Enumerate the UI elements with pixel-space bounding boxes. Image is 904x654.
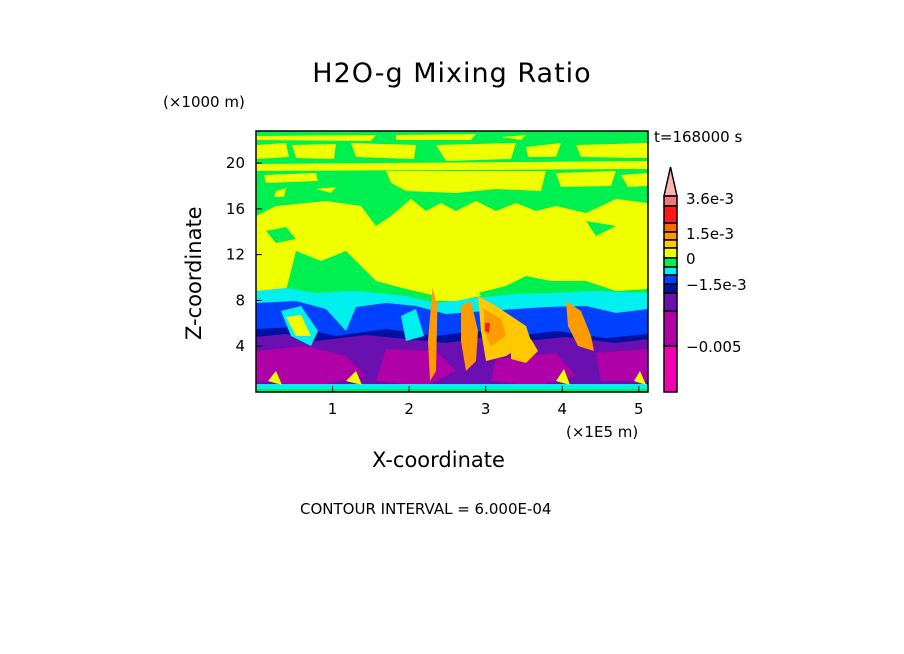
x-tick-label: 3 <box>481 400 491 418</box>
colorbar-label: 3.6e-3 <box>686 190 734 208</box>
x-tick-label: 1 <box>328 400 338 418</box>
colorbar-segment <box>663 247 678 259</box>
time-label: t=168000 s <box>654 128 743 146</box>
colorbar-segment <box>663 195 678 207</box>
x-tick-label: 5 <box>634 400 644 418</box>
chart-title: H2O-g Mixing Ratio <box>312 58 592 89</box>
x-axis-unit: (×1E5 m) <box>566 423 639 441</box>
colorbar-label: 0 <box>686 250 696 268</box>
colorbar-segment <box>663 274 678 285</box>
colorbar-segment <box>663 239 678 249</box>
colorbar-segment <box>663 345 678 393</box>
colorbar-segment <box>663 283 678 294</box>
colorbar-arrow <box>663 166 678 197</box>
x-axis-label: X-coordinate <box>372 448 505 472</box>
plot-frame <box>255 130 649 393</box>
colorbar-segment <box>663 222 678 233</box>
colorbar-segment <box>663 257 678 268</box>
y-tick-label: 12 <box>226 246 245 264</box>
colorbar-label: −1.5e-3 <box>686 276 747 294</box>
y-axis-unit: (×1000 m) <box>163 93 245 111</box>
colorbar-segment <box>663 266 678 276</box>
colorbar-segment <box>663 205 678 224</box>
y-tick-label: 16 <box>226 200 245 218</box>
y-tick-label: 20 <box>226 154 245 172</box>
colorbar: 3.6e-3 1.5e-3 0 −1.5e-3 −0.005 <box>663 166 747 393</box>
colorbar-label: −0.005 <box>686 338 742 356</box>
colorbar-segment <box>663 231 678 241</box>
colorbar-segment <box>663 310 678 347</box>
contour-field <box>256 131 648 392</box>
colorbar-label: 1.5e-3 <box>686 225 734 243</box>
x-tick-label: 4 <box>557 400 567 418</box>
contour-interval-label: CONTOUR INTERVAL = 6.000E-04 <box>300 500 552 518</box>
x-tick-label: 2 <box>404 400 414 418</box>
y-tick-label: 8 <box>235 291 245 309</box>
y-tick-label: 4 <box>235 337 245 355</box>
colorbar-segment <box>663 292 678 312</box>
